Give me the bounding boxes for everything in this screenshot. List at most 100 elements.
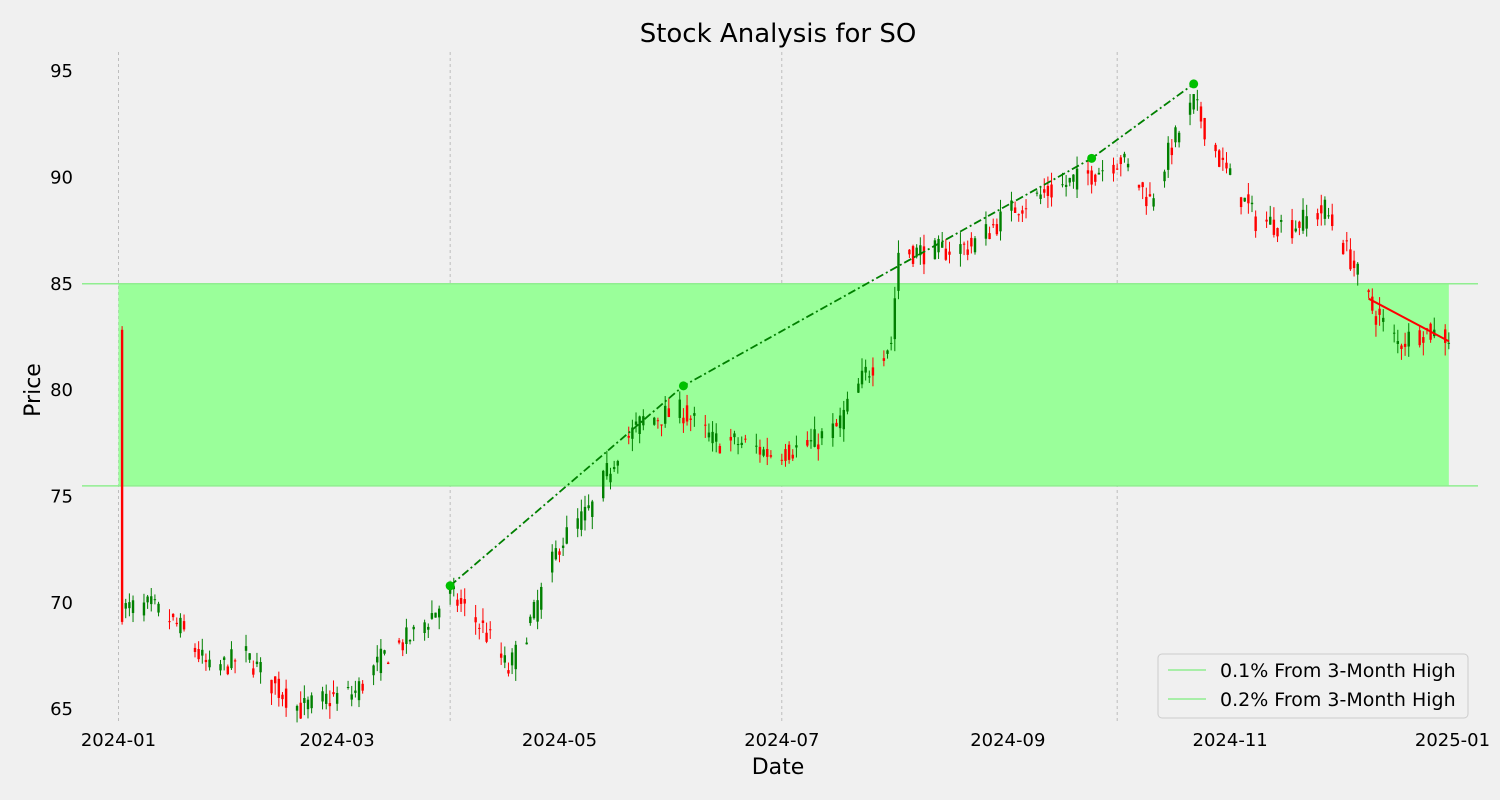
candle-body [1064,184,1068,187]
candle-body [120,329,124,622]
candle-body [408,639,412,642]
candle-body [718,445,722,454]
candle-body [1218,150,1221,167]
candle-body [1382,317,1385,322]
candle-body [222,657,226,660]
uptrend-marker [1189,79,1199,89]
candle-body [1192,94,1195,110]
candle-body [908,249,911,255]
candle-body [299,702,302,719]
candle-body [1086,170,1090,174]
candle-body [1228,168,1232,175]
candle-body [1247,194,1250,204]
legend-entry-2: 0.2% From 3-Month High [1220,689,1456,711]
candle-body [463,599,466,604]
candle-body [284,688,288,708]
candle-body [1269,216,1272,225]
candle-body [638,416,641,434]
candle-body [171,613,175,618]
y-tick-label: 70 [50,593,73,614]
candle-body [820,431,824,439]
candle-body [295,705,299,711]
candle-body [1097,172,1101,175]
x-tick-label: 2024-11 [1193,730,1268,751]
candle-body [857,383,860,393]
candle-body [1447,342,1451,344]
candle-body [915,247,918,257]
candle-body [959,244,962,254]
x-tick-label: 2024-03 [300,730,375,751]
candle-body [536,600,539,622]
candle-body [769,455,773,457]
candle-body [1305,216,1308,229]
candle-body [1072,174,1075,182]
candle-body [591,501,594,517]
candle-body [448,587,452,594]
candle-body [233,660,237,662]
x-axis-ticks: 2024-01 2024-03 2024-05 2024-07 2024-09 2024-… [81,730,1490,751]
candle-body [1316,213,1319,220]
candle-body [1050,184,1053,198]
candle-body [379,648,383,674]
x-tick-label: 2024-01 [81,730,156,751]
y-tick-label: 75 [50,486,73,507]
candle-body [940,242,944,248]
candle-body [1043,189,1046,193]
candle-body [736,444,740,446]
candle-body [922,246,926,265]
candle-body [397,640,401,643]
candle-body [897,252,900,291]
candle-body [1294,228,1297,232]
uptrend-marker [445,581,455,591]
candle-body [438,608,441,618]
candle-body [1225,162,1228,169]
candle-body [499,653,503,658]
candle-body [587,505,590,509]
candle-body [729,436,732,441]
candle-body [565,527,568,544]
x-tick-label: 2025-01 [1415,730,1490,751]
y-axis-ticks: 65 70 75 80 85 90 95 [50,61,73,720]
candle-body [219,664,222,671]
candle-body [310,695,313,709]
candle-body [514,644,517,670]
candle-body [157,603,160,613]
candle-body [153,599,157,601]
candle-body [704,424,707,426]
candle-body [919,245,922,256]
candle-body [277,678,281,698]
candle-body [733,433,736,438]
candle-body [434,612,437,618]
candle-body [602,470,605,499]
candle-body [1148,194,1152,197]
candle-body [1137,184,1141,188]
candle-body [485,632,488,642]
candle-body [937,238,940,253]
candle-body [383,650,386,654]
candle-body [860,370,864,385]
candle-body [612,467,616,470]
candle-body [1396,341,1400,344]
candle-body [550,551,554,573]
candle-body [332,692,335,695]
candle-body [540,586,543,610]
candle-body [711,431,714,444]
band-fill [118,283,1449,486]
candle-body [1298,221,1301,228]
y-tick-label: 90 [50,167,73,188]
candle-body [175,622,178,625]
candle-body [386,662,390,665]
candle-body [1166,142,1170,170]
candle-body [984,224,988,239]
candle-body [1101,170,1104,172]
candle-body [631,427,634,439]
candle-body [1323,199,1327,219]
candle-body [1090,170,1093,185]
candle-body [1367,290,1370,293]
candle-body [1392,332,1396,334]
candle-body [503,655,507,663]
candle-body [762,449,765,456]
candle-body [208,659,211,668]
candle-body [1170,147,1174,156]
